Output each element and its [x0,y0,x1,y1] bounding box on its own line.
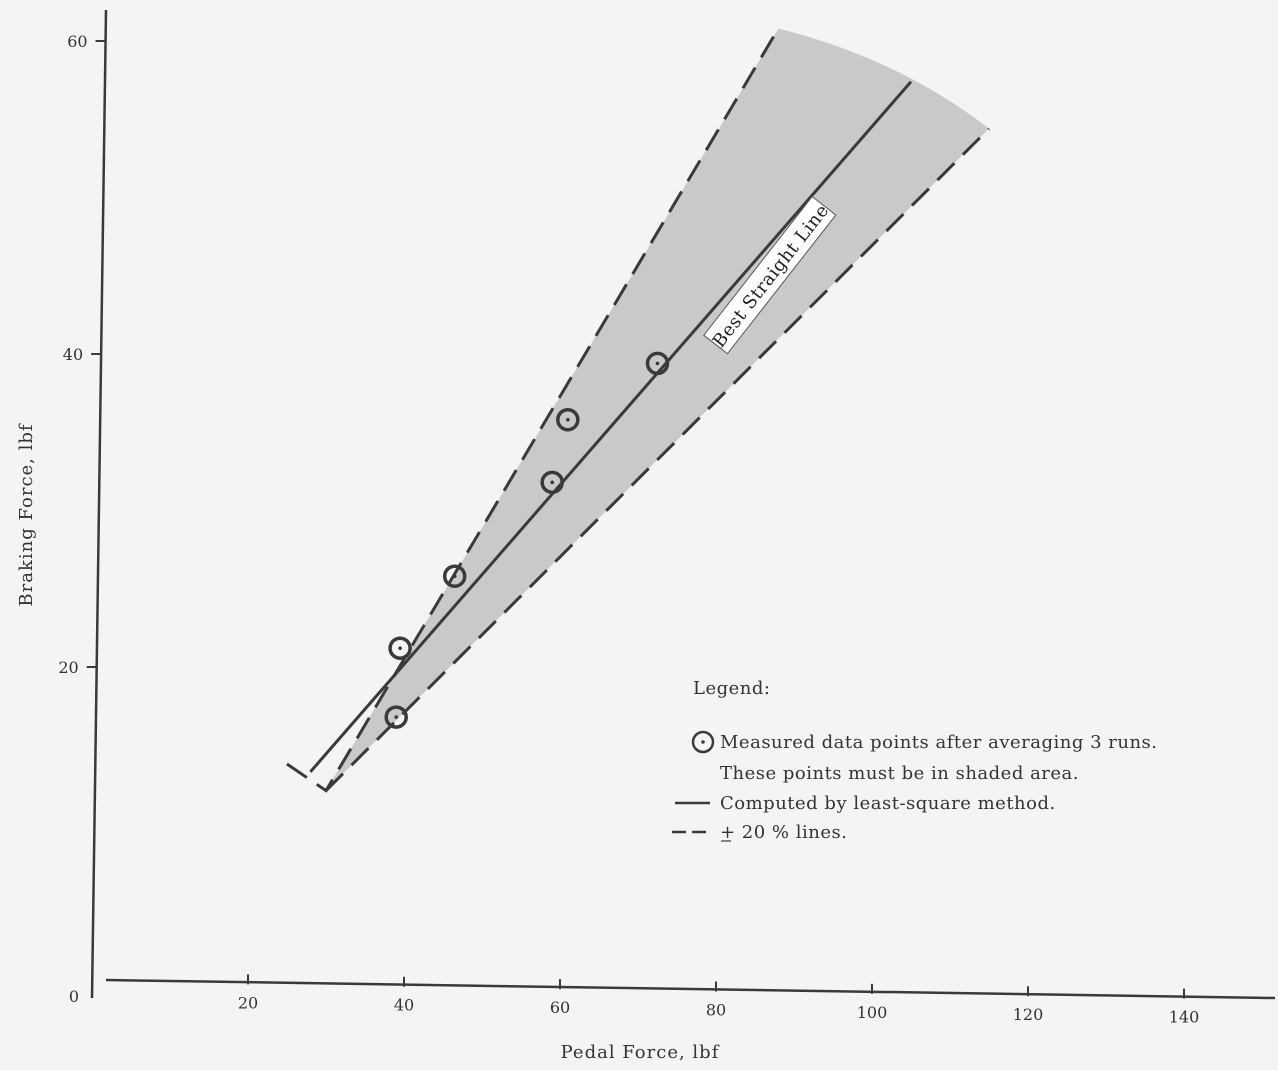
y-tick-label: 40 [63,345,83,364]
y-tick-label: 20 [58,658,78,677]
x-tick-label: 80 [706,1000,726,1019]
annotation-box [703,195,837,355]
legend-text: These points must be in shaded area. [720,763,1079,784]
legend-text: + 20 % lines. [720,822,847,843]
y-tick-label: 60 [67,32,87,51]
x-axis-title: Pedal Force, lbf [561,1042,720,1063]
legend-text: Computed by least-square method. [720,793,1056,814]
y-axis [90,9,108,999]
data-point [388,636,412,660]
fit-lines [286,27,991,793]
data-point [442,564,467,588]
x-tick-label: 140 [1169,1008,1200,1027]
x-tick-label: 60 [550,998,570,1017]
legend-item: These points must be in shaded area. [720,763,1079,784]
x-axis [105,978,1276,1000]
legend-item: Measured data points after averaging 3 r… [691,730,1158,754]
data-point [384,705,408,729]
least-square-line [309,80,913,773]
x-tick-label: 40 [394,996,414,1015]
data-point [540,470,564,495]
data-point [556,407,580,432]
axes: 20 40 60 80 100 120 140 20 40 60 0 Pedal Force, lbf… [16,9,1276,1063]
legend: Legend: Measured data points after averag… [672,678,1158,843]
legend-item: + 20 % lines. [672,822,847,843]
data-points [384,351,670,729]
legend-item: Computed by least-square method. [675,793,1056,814]
origin-label: 0 [69,987,79,1006]
data-point [645,351,670,376]
x-tick-label: 100 [857,1003,888,1022]
lower-dashed-line [324,127,991,792]
x-tick-label: 120 [1013,1005,1044,1024]
legend-symbol-circle [691,730,715,754]
legend-text: Measured data points after averaging 3 r… [720,732,1158,753]
y-axis-title: Braking Force, lbf [16,423,37,606]
legend-title: Legend: [693,678,770,699]
x-tick-label: 20 [238,993,258,1012]
